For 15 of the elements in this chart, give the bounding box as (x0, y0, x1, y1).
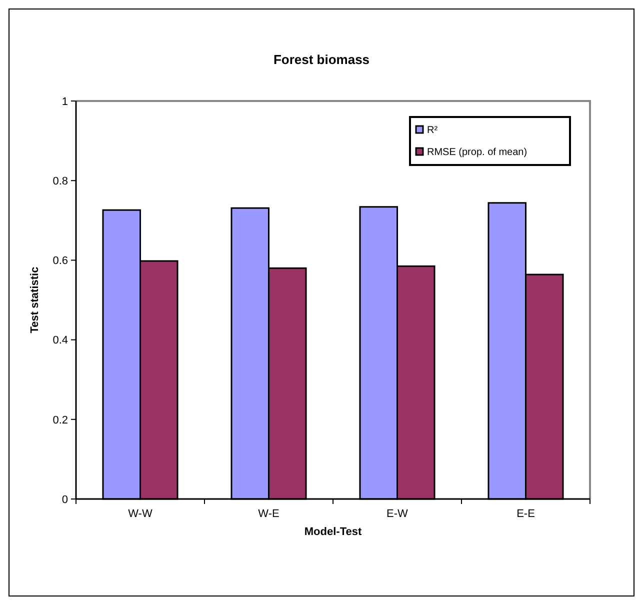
x-tick-label: E-W (386, 508, 409, 520)
legend-label: RMSE (prop. of mean) (427, 147, 528, 158)
y-tick-label: 0.6 (52, 255, 68, 268)
y-tick-label: 0.8 (52, 175, 68, 188)
x-axis-title: Model-Test (304, 526, 362, 538)
legend-label: R² (427, 125, 438, 136)
y-tick-label: 1 (62, 96, 68, 108)
x-tick-label: W-E (258, 508, 280, 520)
x-tick-label: W-W (128, 508, 153, 520)
y-tick-label: 0 (62, 494, 68, 506)
chart-title: Forest biomass (273, 52, 370, 67)
y-axis-title: Test statistic (29, 266, 41, 334)
y-tick-label: 0.2 (52, 414, 68, 426)
y-tick-label: 0.4 (52, 334, 68, 347)
x-tick-label: E-E (516, 508, 535, 520)
